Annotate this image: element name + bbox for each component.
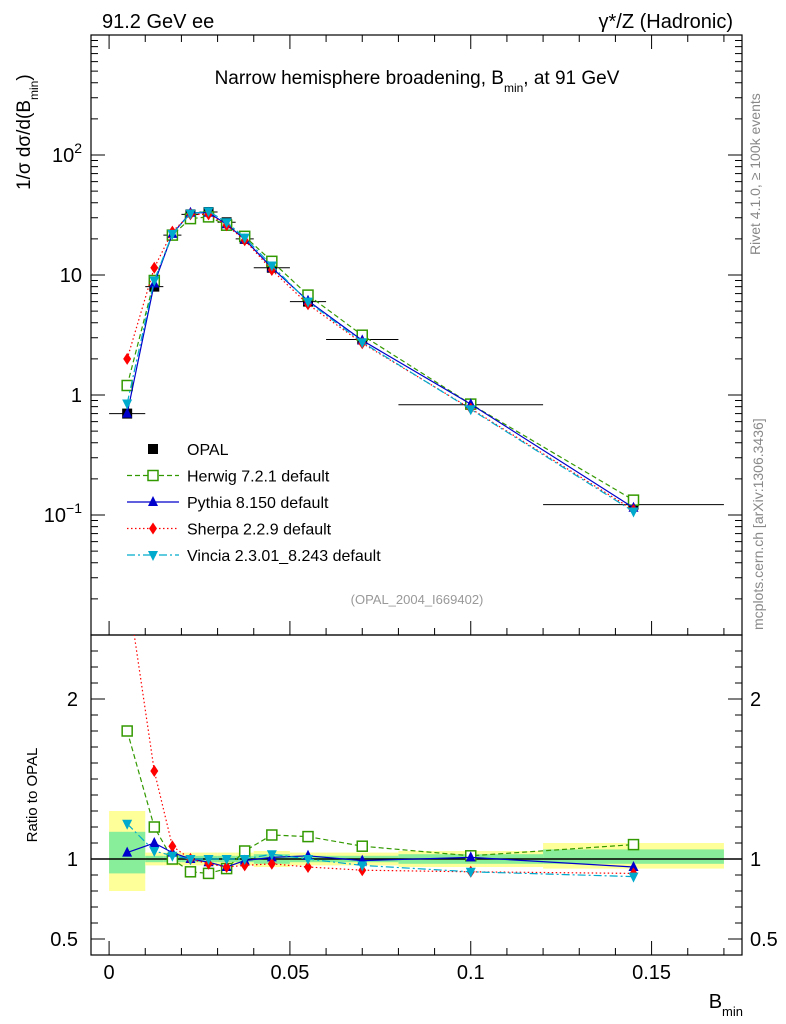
x-tick-label: 0: [104, 962, 115, 984]
ratio-y-axis-label: Ratio to OPAL: [24, 748, 41, 843]
legend-marker: [148, 496, 158, 506]
chart-title: Narrow hemisphere broadening, Bmin, at 9…: [215, 68, 620, 95]
series-point-ratio: [303, 855, 313, 865]
legend-marker: [147, 469, 159, 482]
series-line-ratio: [126, 842, 634, 868]
series-point-ratio: [302, 830, 314, 843]
y-tick-label-ratio-left: 0.5: [50, 929, 78, 951]
series-line-main: [126, 216, 634, 501]
series-point-ratio: [203, 855, 214, 865]
mcplots-label: mcplots.cern.ch [arXiv:1306.3436]: [750, 418, 766, 630]
series-point-ratio: [150, 765, 159, 777]
series-point-ratio: [122, 819, 133, 830]
series-line-ratio: [133, 635, 634, 874]
series-point-ratio: [168, 840, 177, 853]
series-point-main: [167, 229, 178, 240]
series-line-main: [126, 213, 634, 511]
series-line-main: [126, 212, 634, 509]
series-point-ratio: [465, 867, 476, 878]
ratio-series-layer: [121, 635, 640, 883]
y-tick-label-main: 1: [71, 385, 82, 407]
energy-label: 91.2 GeV ee: [102, 11, 214, 33]
y-axis-label: 1/σ dσ/d(Bmin): [14, 74, 41, 190]
y-tick-label-main: 102: [52, 140, 82, 167]
series-point-main: [121, 379, 133, 392]
series-point-ratio: [167, 851, 178, 862]
series-point-ratio: [465, 851, 476, 862]
legend-marker: [149, 522, 157, 535]
series-point-ratio: [238, 845, 251, 857]
ratio-band-green: [543, 849, 724, 864]
series-point-ratio: [304, 861, 312, 873]
series-point-ratio: [628, 872, 639, 883]
y-tick-label-ratio-left: 1: [67, 849, 78, 871]
series-point-main: [203, 207, 214, 218]
series-point-main: [465, 405, 476, 416]
ratio-uncertainty-bands: [91, 811, 742, 891]
series-point-main: [357, 338, 368, 349]
legend-label-opal: OPAL: [187, 442, 229, 459]
series-point-ratio: [202, 867, 215, 880]
series-point-main: [239, 233, 250, 244]
series-point-ratio: [149, 847, 160, 857]
series-point-main: [122, 399, 133, 410]
legend-label: Pythia 8.150 default: [187, 495, 329, 512]
y-tick-label-ratio-right: 2: [750, 689, 761, 711]
legend: OPAL Herwig 7.2.1 default Pythia 8.150 def…: [127, 442, 381, 565]
series-point-ratio: [185, 855, 196, 865]
legend-label: Sherpa 2.2.9 default: [187, 522, 332, 539]
process-label: γ*/Z (Hadronic): [599, 11, 733, 33]
axis-ticks: 0 0.05 0.1 0.15 10−1 1 10 102 0.5 0.5 1 1 2 2: [44, 35, 778, 984]
y-tick-label-ratio-right: 1: [750, 849, 761, 871]
legend-marker-opal: [148, 444, 158, 454]
series-point-ratio: [222, 861, 231, 873]
series-point-ratio: [356, 840, 368, 852]
legend-label: Herwig 7.2.1 default: [187, 469, 330, 486]
x-tick-label: 0.1: [457, 962, 485, 984]
legend-label: Vincia 2.3.01_8.243 default: [187, 548, 381, 565]
y-tick-label-ratio-left: 2: [67, 689, 78, 711]
series-point-ratio: [240, 859, 249, 872]
series-point-ratio: [122, 846, 133, 857]
legend-marker: [148, 551, 158, 561]
main-series-layer: [109, 206, 724, 518]
series-point-ratio: [149, 837, 160, 847]
series-point-main: [628, 507, 639, 518]
series-point-main: [150, 261, 159, 274]
series-point-ratio: [148, 821, 161, 833]
series-point-main: [185, 209, 196, 220]
y-tick-label-main: 10: [60, 265, 82, 287]
series-point-ratio: [627, 838, 640, 851]
series-point-ratio: [266, 829, 278, 841]
series-point-main: [123, 352, 132, 365]
series-point-main: [149, 276, 160, 287]
series-point-ratio: [239, 855, 250, 865]
series-point-ratio: [221, 855, 232, 865]
series-point-main: [303, 297, 313, 308]
rivet-label: Rivet 4.1.0, ≥ 100k events: [747, 93, 763, 255]
y-tick-label-ratio-right: 0.5: [750, 929, 778, 951]
x-tick-label: 0.15: [632, 962, 671, 984]
series-point-ratio: [121, 725, 133, 737]
series-point-main: [266, 261, 277, 272]
series-point-ratio: [628, 861, 639, 871]
series-line-main: [126, 210, 634, 512]
series-point-ratio: [184, 866, 197, 878]
series-point-ratio: [266, 850, 277, 861]
series-point-ratio: [267, 857, 276, 870]
series-point-main: [122, 407, 133, 418]
main-panel-frame: [90, 34, 743, 636]
ratio-panel-frame: [90, 634, 743, 956]
analysis-tag: (OPAL_2004_I669402): [351, 592, 484, 607]
y-tick-label-main: 10−1: [44, 500, 82, 527]
series-point-ratio: [357, 861, 368, 872]
series-point-main: [221, 218, 232, 229]
x-tick-label: 0.05: [270, 962, 309, 984]
x-axis-label: Bmin: [709, 991, 743, 1019]
